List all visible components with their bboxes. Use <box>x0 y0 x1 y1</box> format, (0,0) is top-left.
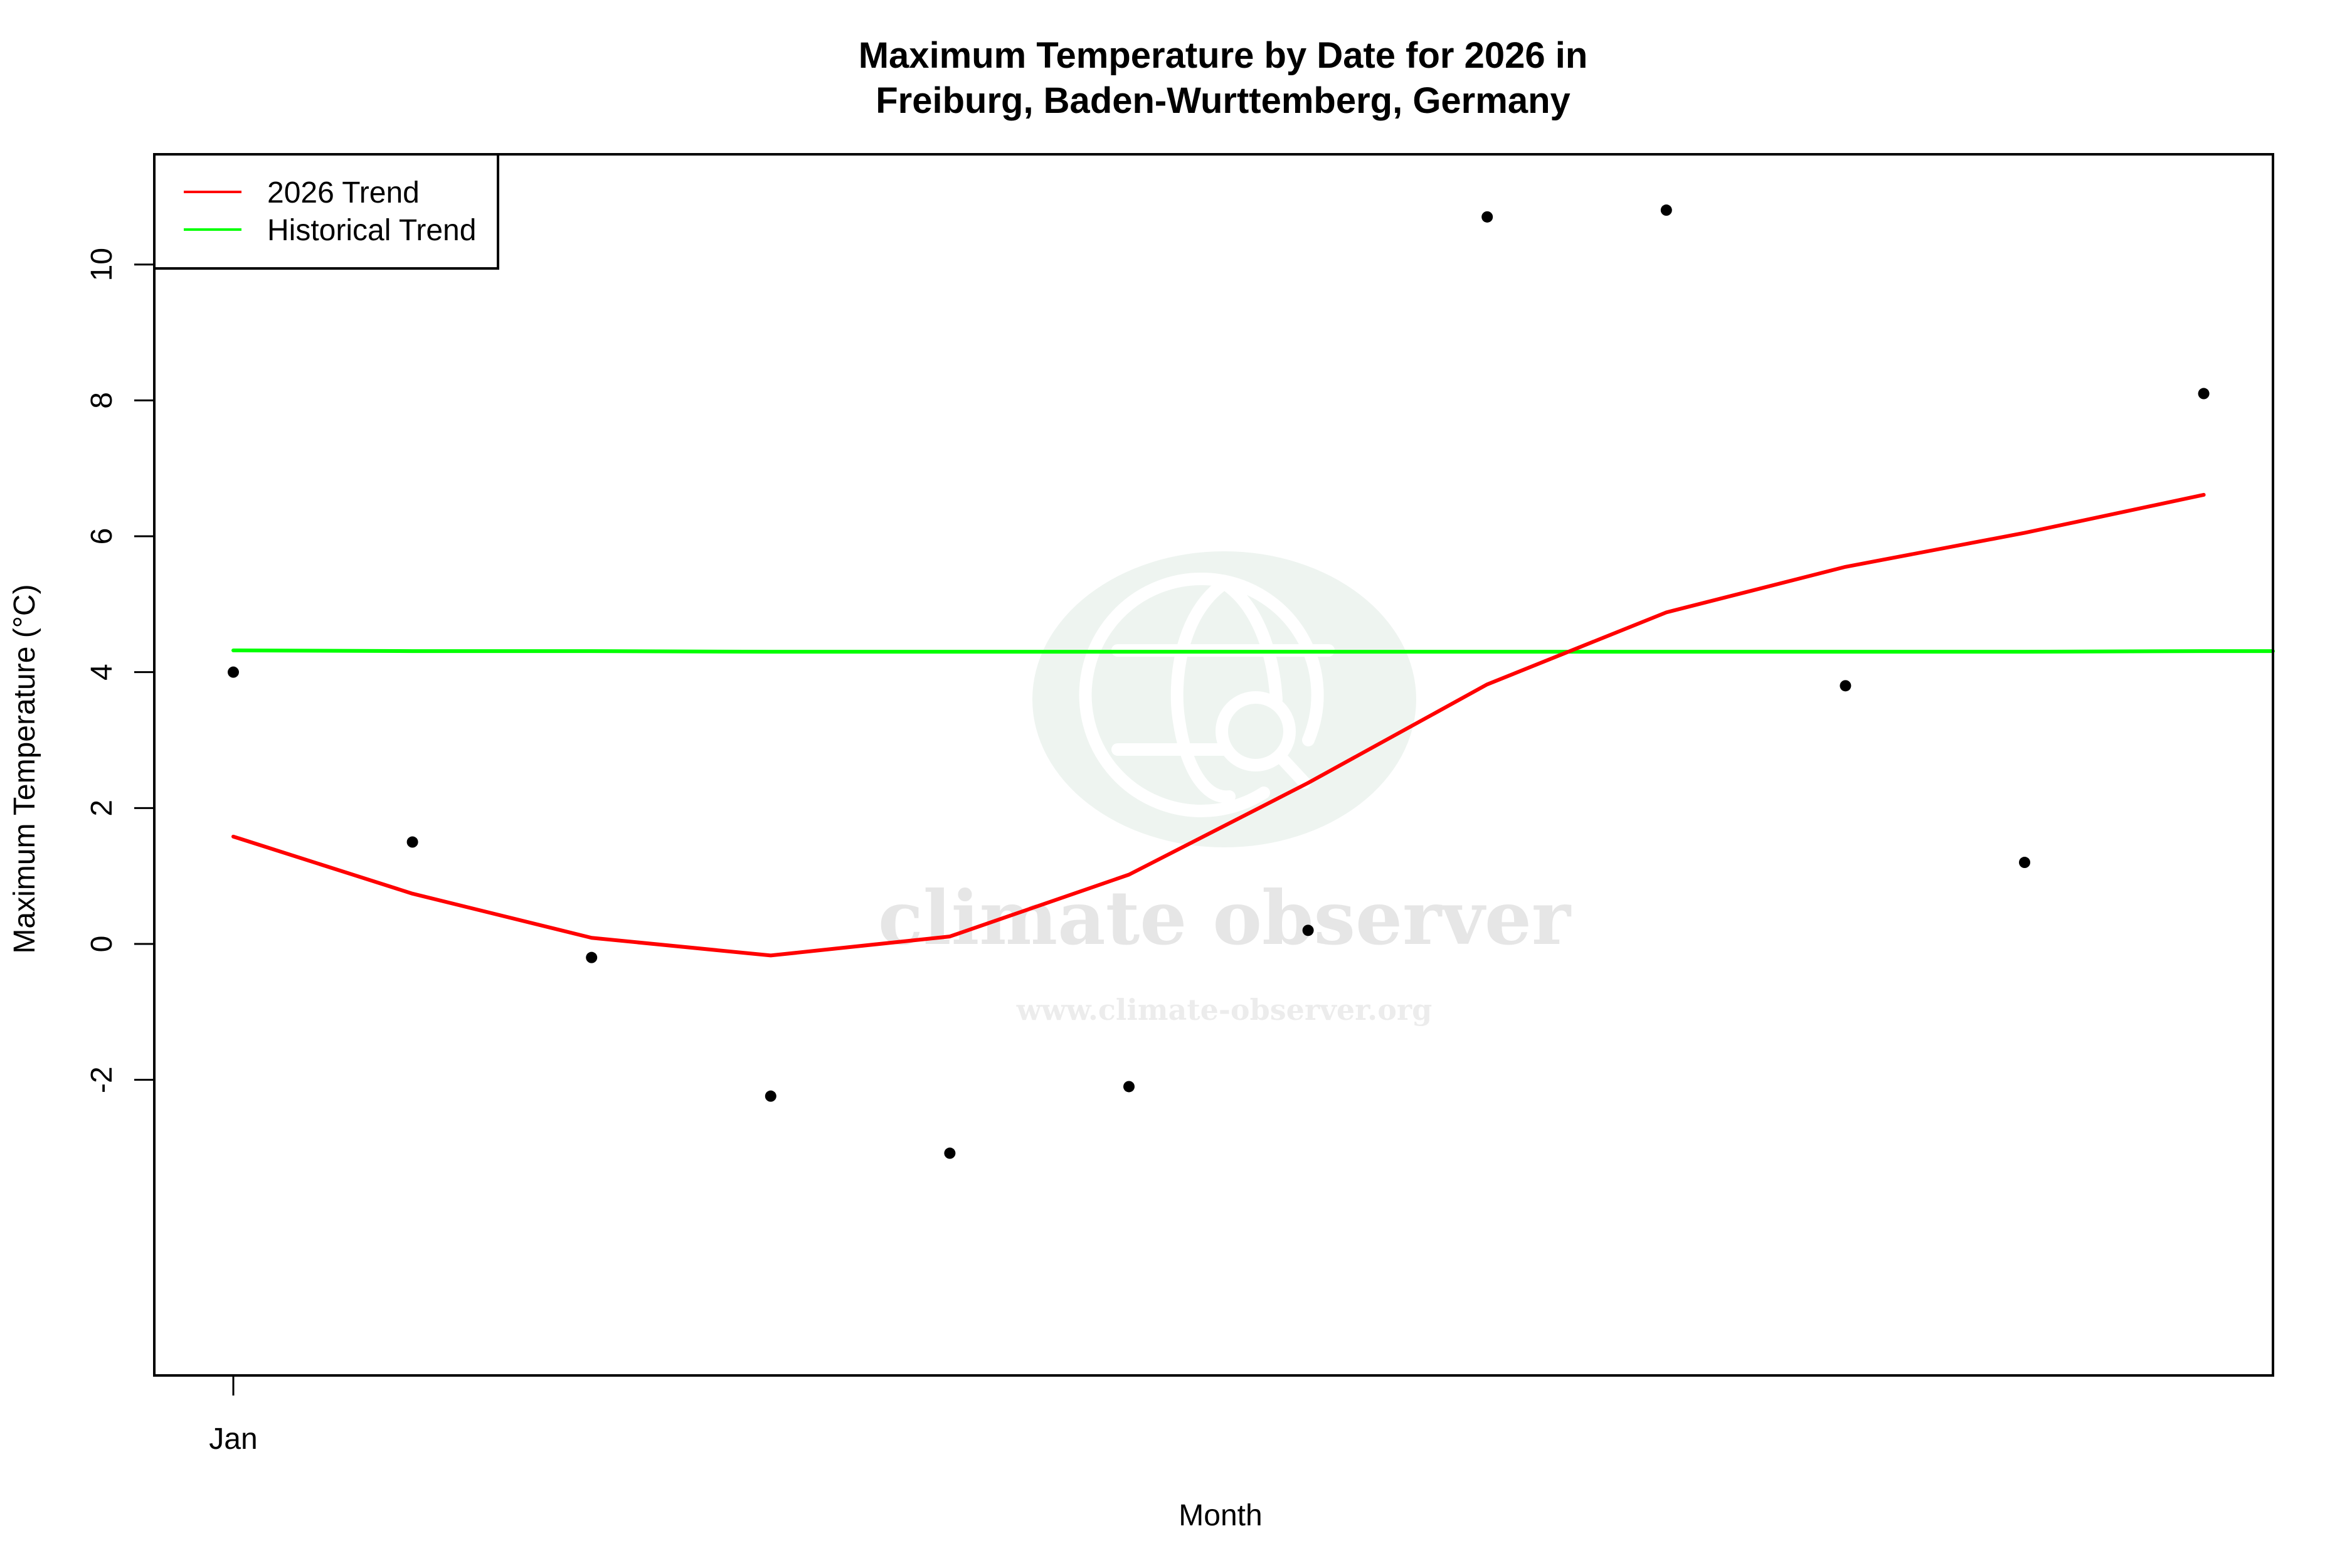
data-point <box>944 1147 956 1159</box>
historical-trend-line <box>231 649 2275 654</box>
data-point <box>406 836 418 848</box>
data-point <box>765 1090 776 1102</box>
y-tick-label: 0 <box>85 936 119 953</box>
data-point <box>2019 857 2030 869</box>
y-axis-label: Maximum Temperature (°C) <box>8 584 41 953</box>
watermark-brand: climate observer <box>878 874 1572 961</box>
legend: 2026 Trend Historical Trend <box>153 153 499 270</box>
legend-label-2026-trend: 2026 Trend <box>267 176 420 209</box>
observed-points <box>228 204 2210 1159</box>
historical-trend-path <box>231 649 2275 654</box>
legend-box <box>153 153 499 270</box>
watermark-circle <box>1032 551 1416 847</box>
data-point <box>1302 924 1314 936</box>
legend-label-historical-trend: Historical Trend <box>267 214 476 247</box>
data-point <box>1660 204 1672 216</box>
x-tick-label-jan: Jan <box>209 1422 257 1456</box>
data-point <box>586 951 598 963</box>
x-axis-label: Month <box>1179 1499 1262 1532</box>
y-tick-label: 4 <box>85 664 119 681</box>
chart-title-line-1: Maximum Temperature by Date for 2026 in <box>859 35 1588 76</box>
trend-2026-path <box>231 492 2206 958</box>
data-point <box>1123 1081 1135 1093</box>
y-tick-label: 10 <box>85 248 119 281</box>
data-point <box>1481 211 1493 223</box>
y-tick-label: 2 <box>85 800 119 817</box>
data-point <box>1840 680 1851 692</box>
chart-title-line-2: Freiburg, Baden-Wurttemberg, Germany <box>876 80 1571 121</box>
data-point <box>228 666 239 678</box>
y-tick-label: -2 <box>85 1066 119 1093</box>
y-tick-label: 8 <box>85 392 119 409</box>
y-tick-label: 6 <box>85 528 119 545</box>
y-axis: -2 0 2 4 6 8 10 <box>85 248 154 1093</box>
data-point <box>2198 388 2210 400</box>
plot-frame <box>153 153 2274 1377</box>
x-axis: Jan <box>209 1375 258 1456</box>
watermark: climate observer www.climate-observer.or… <box>878 551 1572 1027</box>
trend-2026-line <box>231 492 2206 958</box>
watermark-url: www.climate-observer.org <box>1016 993 1433 1027</box>
